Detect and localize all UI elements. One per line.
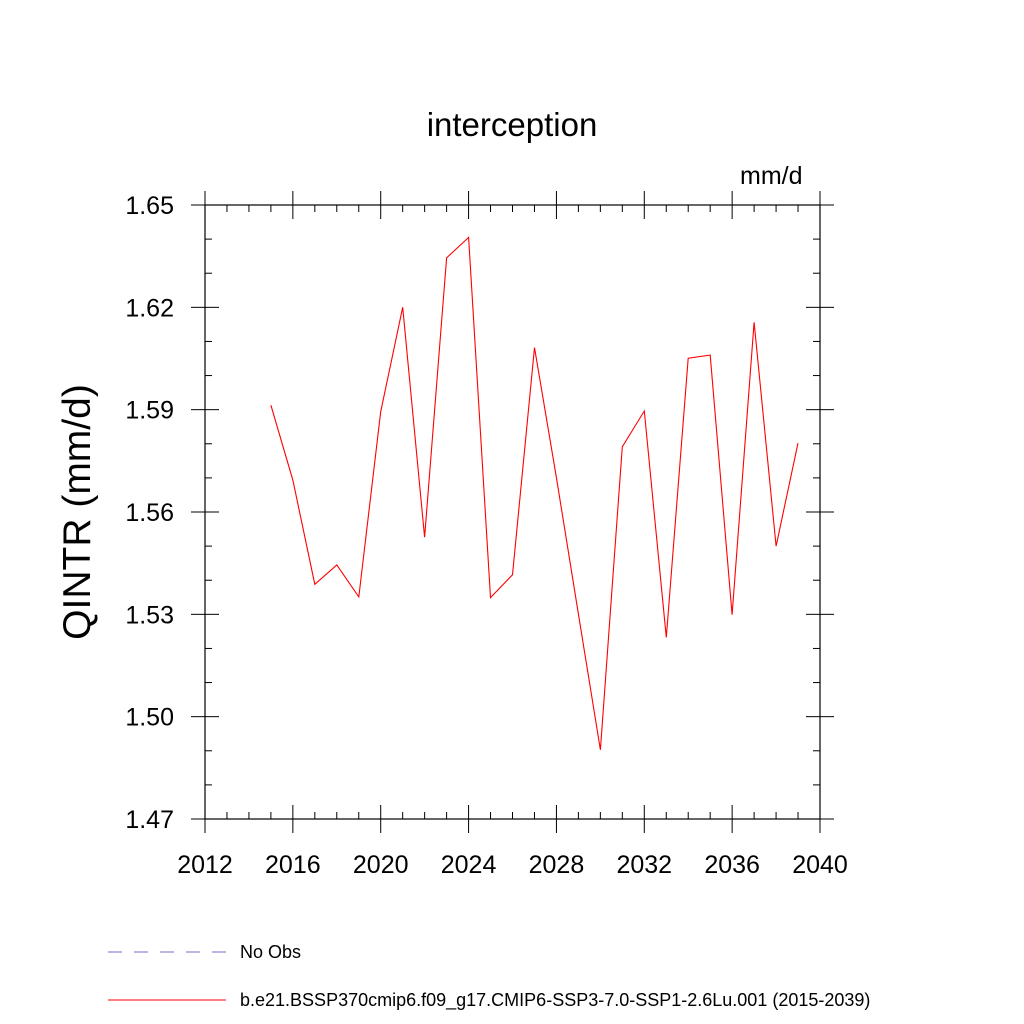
- x-tick-label: 2016: [265, 851, 321, 879]
- y-tick-label: 1.62: [125, 294, 174, 322]
- axes: 2012 2016 2020 2024 2028 2032 2036 2040 1.47 1.50…: [125, 191, 848, 879]
- y-tick-label: 1.47: [125, 806, 174, 834]
- x-tick-label: 2040: [792, 851, 848, 879]
- y-tick-label: 1.65: [125, 192, 174, 220]
- y-tick-label: 1.59: [125, 397, 174, 425]
- x-tick-label: 2012: [177, 851, 233, 879]
- chart-title: interception: [426, 106, 598, 143]
- x-tick-label: 2020: [353, 851, 409, 879]
- x-tick-label: 2024: [441, 851, 497, 879]
- series-line: [270, 236, 799, 750]
- plot-frame: [204, 204, 821, 820]
- x-tick-label: 2036: [704, 851, 760, 879]
- legend-label-model-run: b.e21.BSSP370cmip6.f09_g17.CMIP6-SSP3-7.…: [240, 990, 871, 1010]
- series-layer: [270, 236, 799, 750]
- units-label: mm/d: [740, 162, 803, 190]
- y-tick-label: 1.50: [125, 704, 174, 732]
- x-tick-label: 2032: [616, 851, 672, 879]
- y-tick-label: 1.56: [125, 499, 174, 527]
- x-tick-label: 2028: [529, 851, 585, 879]
- y-tick-label: 1.53: [125, 601, 174, 629]
- y-axis-label: QINTR (mm/d): [56, 384, 99, 640]
- legend: [108, 951, 226, 1001]
- legend-label-no-obs: No Obs: [240, 942, 302, 962]
